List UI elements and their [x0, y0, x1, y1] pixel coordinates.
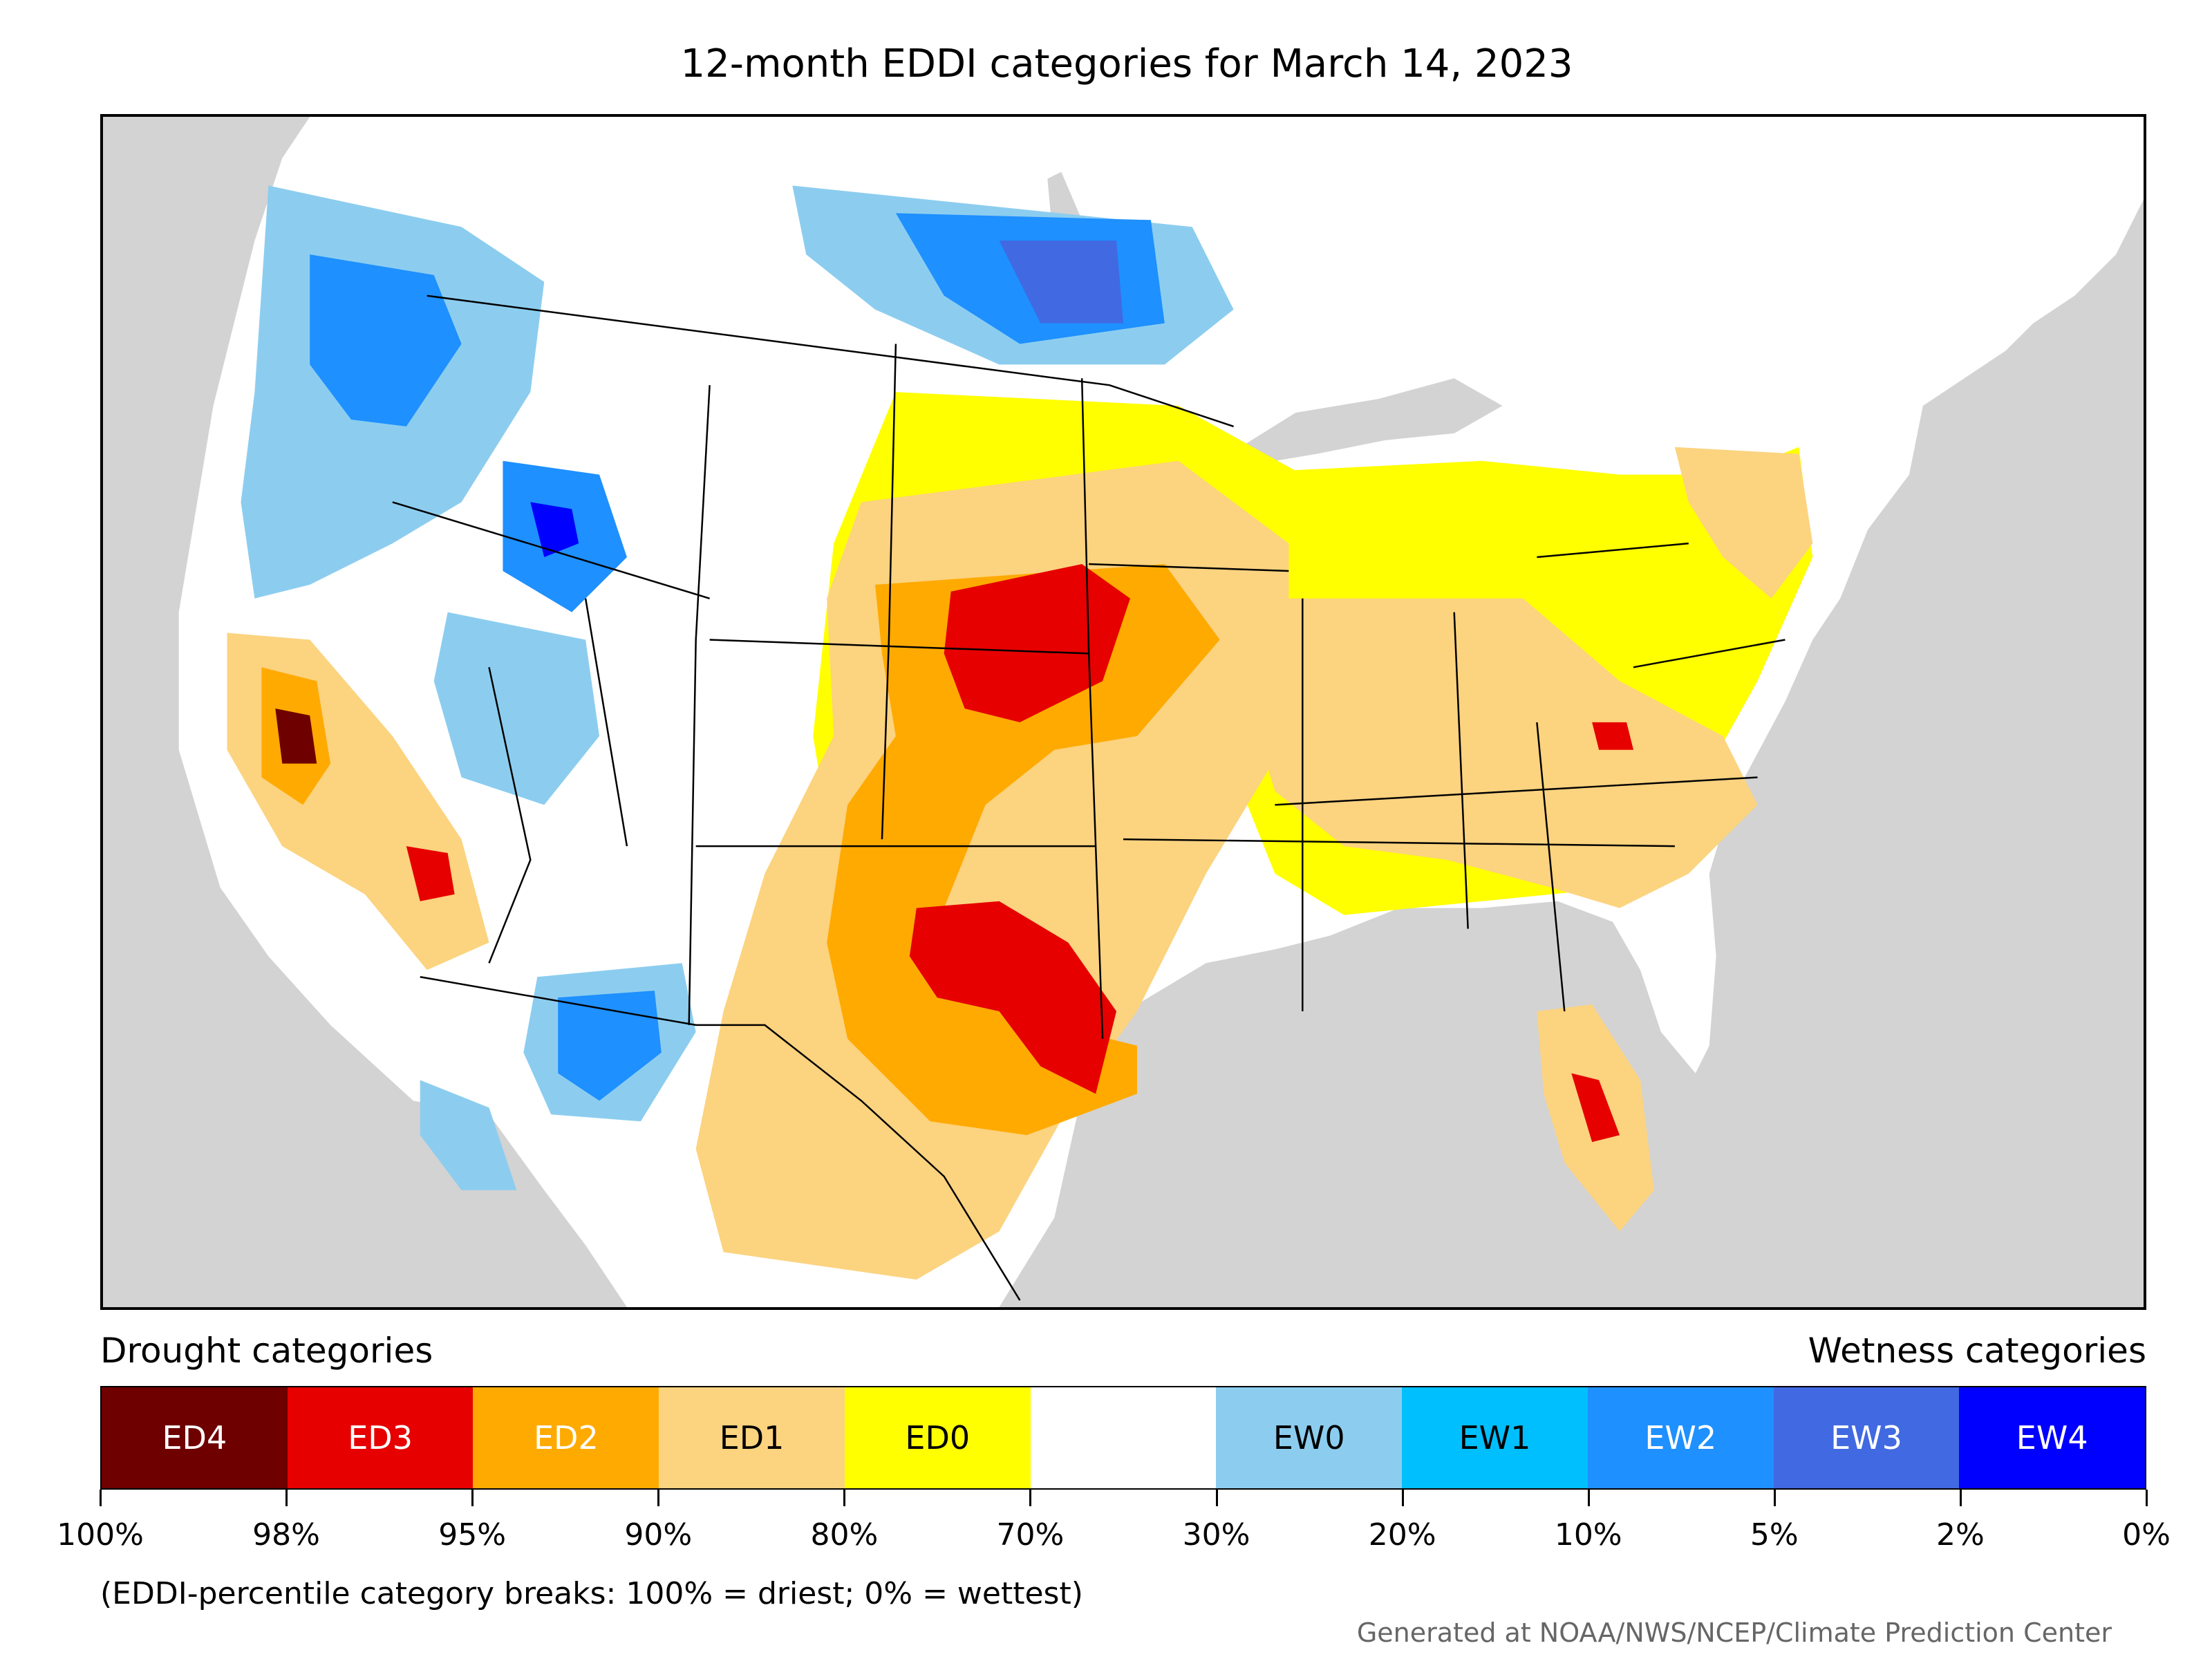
- category-swatch-ew1: EW1: [1402, 1387, 1588, 1488]
- state-line-13: [1633, 639, 1785, 668]
- category-swatch-ew3: EW3: [1773, 1387, 1960, 1488]
- category-swatch-ew2: EW2: [1587, 1387, 1774, 1488]
- us-canada-border: [427, 294, 1234, 428]
- lake-superior: [1240, 378, 1503, 461]
- us-mexico-border: [420, 975, 1021, 1301]
- colorbar-ticks: [100, 1490, 2148, 1510]
- state-line-15: [488, 667, 532, 964]
- colorbar-tick: [1401, 1490, 1404, 1506]
- ed3-texas: [909, 901, 1117, 1094]
- state-line-16: [584, 598, 628, 847]
- category-note: (EDDI-percentile category breaks: 100% =…: [100, 1576, 1083, 1611]
- wet-nevada: [433, 612, 600, 805]
- ed3-nebraska: [944, 563, 1130, 722]
- state-line-4: [392, 501, 710, 599]
- ed3-florida: [1571, 1073, 1620, 1143]
- colorbar-tick: [843, 1490, 846, 1506]
- colorbar-tick-label: 0%: [2122, 1517, 2171, 1553]
- state-line-11: [1536, 722, 1566, 1012]
- colorbar-tick: [1029, 1490, 1032, 1506]
- state-line-1: [688, 385, 711, 1025]
- category-swatch-ed3: ED3: [287, 1387, 474, 1488]
- eddi-map: [100, 114, 2146, 1310]
- colorbar-tick-label: 10%: [1554, 1517, 1622, 1553]
- colorbar-tick: [100, 1490, 102, 1506]
- category-swatch-ew0: EW0: [1216, 1387, 1403, 1488]
- colorbar-tick: [1773, 1490, 1776, 1506]
- state-line-8: [1123, 838, 1675, 847]
- wet-idaho-core: [530, 502, 579, 558]
- wet-baja: [420, 1080, 517, 1190]
- ed4-california: [275, 709, 317, 764]
- state-line-3: [1080, 378, 1104, 1039]
- colorbar-tick-label: 2%: [1936, 1517, 1985, 1553]
- colorbar-tick-label: 20%: [1368, 1517, 1436, 1553]
- category-swatch-ed2: ED2: [473, 1387, 659, 1488]
- state-line-2: [881, 344, 897, 840]
- colorbar-tick-label: 98%: [252, 1517, 320, 1553]
- state-line-10: [1453, 612, 1469, 929]
- ed3-virginia: [1592, 722, 1633, 750]
- category-swatch-ed4: ED4: [102, 1387, 288, 1488]
- category-colorbar: ED4 ED3 ED2 ED1 ED0 EW0 EW1 EW2 EW3 EW4: [100, 1386, 2146, 1490]
- ed3-socal: [406, 846, 455, 901]
- wet-arizona-core: [558, 991, 662, 1101]
- state-line-12: [1275, 776, 1758, 806]
- colorbar-tick-label: 5%: [1750, 1517, 1799, 1553]
- map-title: 12-month EDDI categories for March 14, 2…: [680, 41, 1573, 86]
- category-swatch-ed1: ED1: [659, 1387, 845, 1488]
- wetness-categories-heading: Wetness categories: [1808, 1331, 2146, 1371]
- map-svg: [103, 117, 2144, 1307]
- boundaries: [392, 294, 1785, 1301]
- colorbar-tick-label: 30%: [1182, 1517, 1250, 1553]
- ed2-plains: [827, 563, 1220, 1136]
- colorbar-tick-label: 90%: [624, 1517, 693, 1553]
- colorbar-tick: [1215, 1490, 1218, 1506]
- category-swatch-ed0: ED0: [844, 1387, 1031, 1488]
- colorbar-tick: [1587, 1490, 1590, 1506]
- ed1-northeast: [1674, 447, 1813, 599]
- state-line-14: [1537, 542, 1689, 559]
- category-swatch-ew4: EW4: [1959, 1387, 2146, 1488]
- colorbar-tick-label: 100%: [57, 1517, 144, 1553]
- colorbar-tick: [1959, 1490, 1962, 1506]
- colorbar-tick: [657, 1490, 660, 1506]
- colorbar-tick: [2146, 1490, 2148, 1506]
- drought-categories-heading: Drought categories: [100, 1331, 433, 1371]
- colorbar-tick: [471, 1490, 474, 1506]
- state-line-5: [709, 639, 1089, 655]
- colorbar-tick-label: 70%: [996, 1517, 1065, 1553]
- wet-pacific-nw-core: [310, 254, 462, 427]
- colorbar-tick: [285, 1490, 288, 1506]
- ed1-midwest: [1247, 598, 1758, 908]
- colorbar-tick-label: 95%: [438, 1517, 507, 1553]
- credit-line: Generated at NOAA/NWS/NCEP/Climate Predi…: [1356, 1618, 2112, 1648]
- category-swatch-normal: [1030, 1387, 1217, 1488]
- colorbar-tick-label: 80%: [810, 1517, 879, 1553]
- state-line-7: [1089, 563, 1289, 572]
